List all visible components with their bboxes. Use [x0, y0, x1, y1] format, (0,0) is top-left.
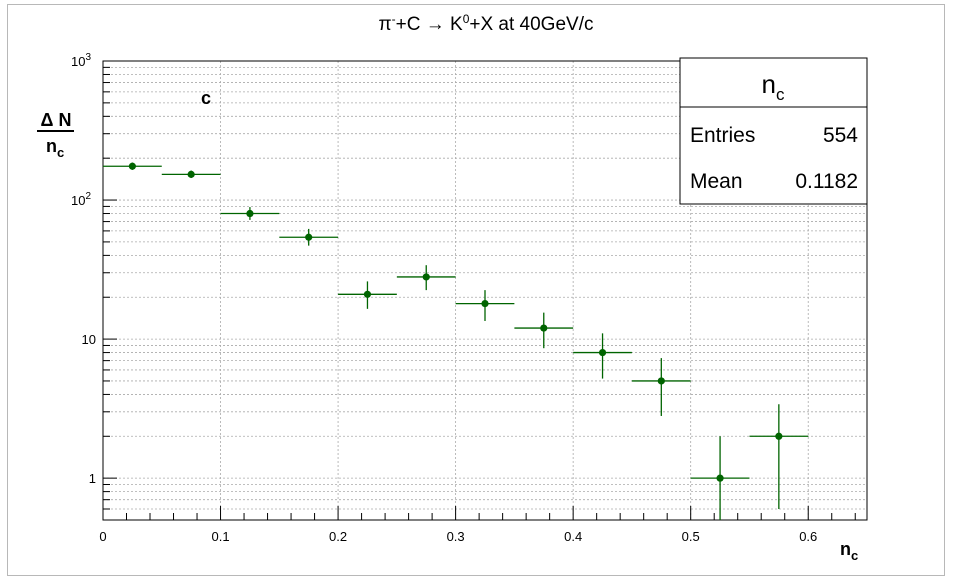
marker	[305, 233, 313, 241]
stats-mean-value: 0.1182	[795, 170, 858, 193]
chart-title: π-+C → K0+X at 40GeV/c	[379, 12, 594, 35]
y-tick-labels: 1 10 102 103	[71, 52, 96, 486]
y-tick-label: 102	[71, 191, 91, 208]
x-axis-title: nc	[840, 539, 858, 563]
data-point	[690, 436, 750, 520]
marker	[657, 377, 665, 385]
stats-box-title: nc	[762, 69, 785, 104]
marker	[422, 273, 430, 281]
y-tick-label: 103	[71, 52, 91, 69]
marker	[540, 324, 548, 332]
marker	[128, 162, 136, 170]
marker	[363, 290, 372, 298]
data-point	[161, 170, 221, 179]
stats-box: nc Entries 554 Mean 0.1182	[679, 57, 868, 205]
stats-box-border	[679, 57, 868, 205]
data-point	[749, 404, 809, 509]
y-axis-title: Δ N nc	[37, 110, 74, 160]
marker	[598, 348, 607, 357]
x-tick-label: 0.3	[447, 529, 465, 544]
y-tick-label: 10	[82, 332, 96, 347]
y-tick-label: 1	[89, 471, 96, 486]
marker	[775, 432, 783, 440]
data-point	[631, 358, 691, 416]
x-tick-label: 0.6	[799, 529, 817, 544]
x-tick-label: 0.2	[329, 529, 347, 544]
x-tick-label: 0	[99, 529, 106, 544]
data-point	[338, 281, 397, 309]
x-tick-label: 0.1	[211, 529, 229, 544]
x-tick-label: 0.5	[682, 529, 700, 544]
marker	[481, 300, 489, 308]
y-axis-title-denominator: nc	[46, 136, 64, 160]
marker	[716, 474, 724, 482]
stats-entries-label: Entries	[690, 124, 755, 147]
marker	[187, 170, 195, 178]
data-point	[279, 228, 339, 246]
panel-label: c	[201, 88, 211, 108]
plot-frame	[102, 60, 868, 521]
data-point	[103, 162, 162, 170]
data-points	[103, 162, 809, 520]
marker	[246, 209, 254, 218]
axis-ticks	[102, 60, 856, 521]
data-point	[220, 207, 280, 220]
stats-entries-value: 554	[823, 124, 858, 147]
stats-mean-label: Mean	[690, 170, 743, 193]
data-point	[455, 290, 515, 321]
data-point	[396, 265, 456, 291]
data-point	[514, 312, 574, 349]
x-tick-labels: 0 0.1 0.2 0.3 0.4 0.5 0.6	[99, 529, 817, 544]
x-tick-label: 0.4	[564, 529, 582, 544]
data-point	[573, 333, 632, 379]
y-axis-title-numerator: Δ N	[41, 110, 72, 130]
